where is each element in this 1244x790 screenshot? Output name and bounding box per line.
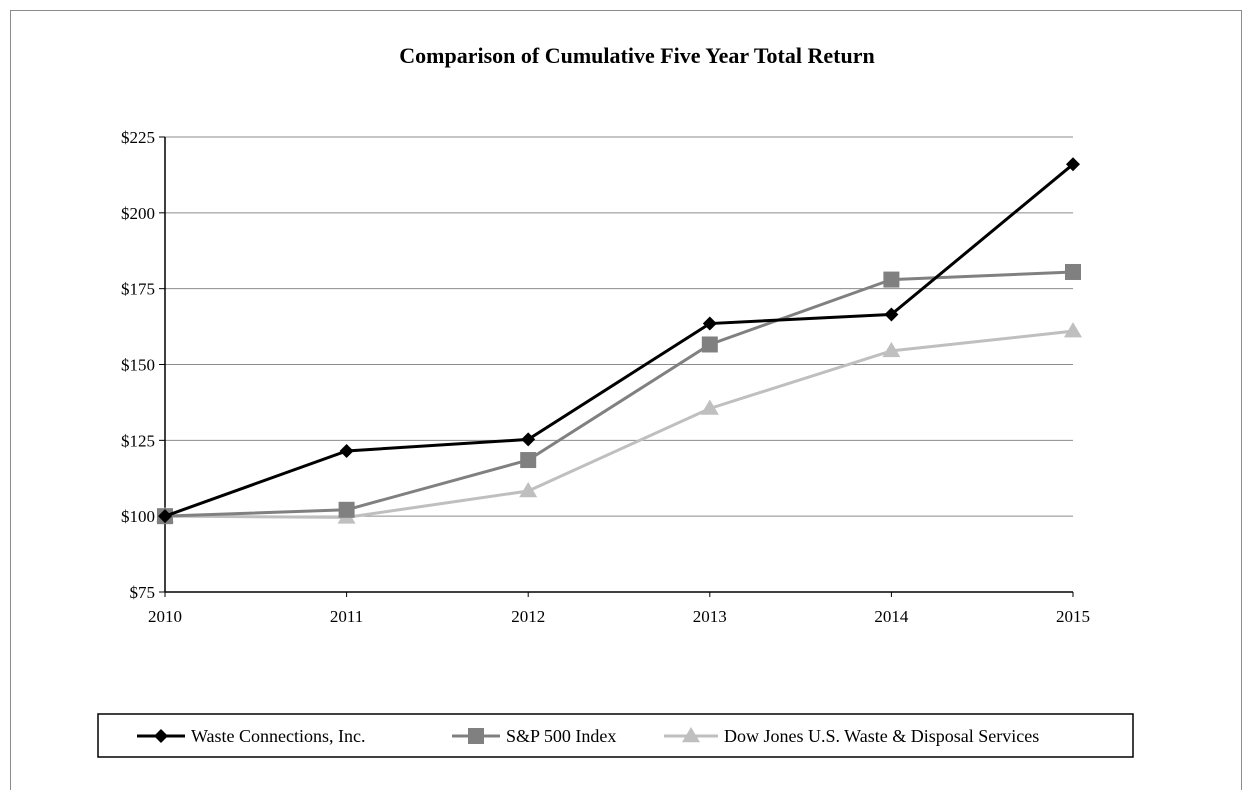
data-point xyxy=(1066,157,1080,172)
data-point xyxy=(1064,322,1082,338)
legend-entry: S&P 500 Index xyxy=(452,726,616,746)
y-tick-label: $200 xyxy=(121,204,155,223)
legend-label: Waste Connections, Inc. xyxy=(191,726,366,746)
data-point xyxy=(702,316,717,331)
chart-frame xyxy=(10,10,1242,790)
chart-title: Comparison of Cumulative Five Year Total… xyxy=(399,43,874,68)
x-tick-label: 2010 xyxy=(148,607,182,626)
series-0 xyxy=(158,157,1080,524)
series-group xyxy=(156,157,1082,525)
y-tick-label: $150 xyxy=(121,356,155,375)
legend: Waste Connections, Inc. S&P 500 Index Dow … xyxy=(97,713,1134,758)
series-line xyxy=(164,329,1074,519)
y-tick-label: $100 xyxy=(121,507,155,526)
data-point xyxy=(882,341,901,358)
legend-marker xyxy=(682,727,700,743)
series-line xyxy=(164,270,1074,518)
data-point xyxy=(519,481,538,498)
legend-marker xyxy=(154,729,168,743)
x-tick-label: 2013 xyxy=(693,607,727,626)
series-line xyxy=(164,163,1074,518)
legend-entry: Waste Connections, Inc. xyxy=(137,726,366,746)
x-tick-label: 2015 xyxy=(1056,607,1090,626)
legend-label: S&P 500 Index xyxy=(506,726,616,746)
y-tick-label: $225 xyxy=(121,128,155,147)
gridlines xyxy=(165,136,1073,517)
data-point xyxy=(158,509,172,524)
series-1 xyxy=(157,263,1081,525)
series-2 xyxy=(156,322,1082,524)
legend-marker xyxy=(468,728,484,744)
data-point xyxy=(700,399,719,415)
data-point xyxy=(521,432,536,447)
legend-entry: Dow Jones U.S. Waste & Disposal Services xyxy=(664,726,1039,746)
x-tick-label: 2014 xyxy=(874,607,909,626)
y-axis-ticks: $75 $100 $125 $150 $175 $200 $225 xyxy=(121,128,165,602)
y-tick-label: $75 xyxy=(130,583,156,602)
legend-box xyxy=(97,713,1134,758)
data-point xyxy=(883,271,900,288)
y-tick-label: $125 xyxy=(121,431,155,450)
x-axis-ticks: 2010 2011 2012 2013 2014 2015 xyxy=(148,592,1090,626)
y-tick-label: $175 xyxy=(121,280,155,299)
data-point xyxy=(338,501,355,518)
data-point xyxy=(884,307,899,322)
data-point xyxy=(520,452,537,469)
data-point xyxy=(701,336,718,353)
x-tick-label: 2012 xyxy=(511,607,545,626)
data-point xyxy=(1065,263,1081,280)
x-tick-label: 2011 xyxy=(330,607,363,626)
legend-label: Dow Jones U.S. Waste & Disposal Services xyxy=(724,726,1039,746)
data-point xyxy=(339,443,354,458)
